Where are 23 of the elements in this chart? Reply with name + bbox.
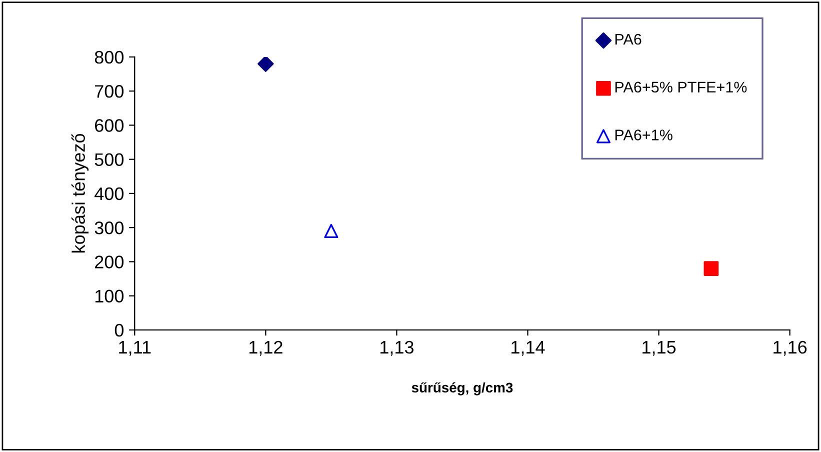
y-tick-label: 400 xyxy=(94,187,124,200)
y-tick-label: 100 xyxy=(95,290,124,303)
point xyxy=(324,224,338,238)
x-tick-label: 1,13 xyxy=(380,340,414,356)
x-tick-label: 1,12 xyxy=(249,340,282,356)
x-tick-label: 1,15 xyxy=(642,341,676,356)
y-tick-label: 0 xyxy=(114,324,124,337)
x-tick-label: 1,16 xyxy=(774,340,807,356)
x-tick-label: 1,11 xyxy=(119,341,151,356)
x-axis-title: sűrűség, g/cm3 xyxy=(412,382,513,396)
y-tick-label: 700 xyxy=(95,85,124,98)
y-tick-label: 300 xyxy=(94,222,124,234)
y-axis-title: kopási tényező xyxy=(72,134,89,252)
y-tick-label: 800 xyxy=(94,50,124,64)
point xyxy=(704,261,719,276)
legend-label: PA6+5% PTFE+1% xyxy=(615,82,747,93)
y-tick-label: 600 xyxy=(95,119,124,132)
point xyxy=(258,56,274,72)
y-tick-label: 200 xyxy=(95,256,124,268)
y-tick-label: 500 xyxy=(94,153,124,166)
legend-label: PA6+1% xyxy=(615,130,672,140)
legend-label: PA6 xyxy=(615,34,642,45)
x-tick-label: 1,14 xyxy=(512,341,545,356)
